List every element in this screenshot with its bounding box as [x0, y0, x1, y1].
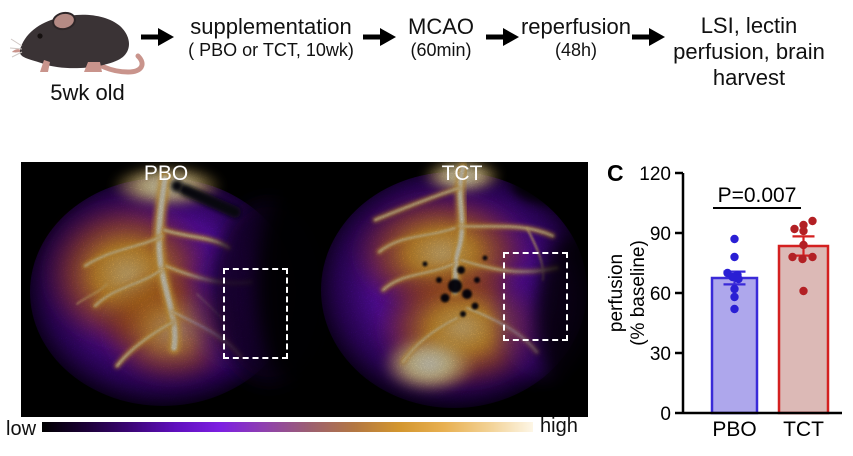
brain-perfusion-images: [21, 158, 615, 412]
mouse-icon: [10, 11, 145, 75]
svg-text:120: 120: [639, 164, 671, 185]
step-sub-text: (48h): [554, 40, 598, 60]
endpoint-line: LSI, lectin: [700, 13, 798, 38]
step-mcao: MCAO (60min): [398, 14, 484, 61]
colorbar: [42, 422, 533, 432]
svg-text:0: 0: [660, 404, 671, 425]
x-axis-label-tct: TCT: [783, 418, 824, 441]
arrow-right-icon: [363, 28, 396, 46]
step-endpoint: LSI, lectin perfusion, brain harvest: [660, 13, 838, 91]
colorbar-high-label: high: [540, 415, 578, 437]
arrow-right-icon: [486, 28, 519, 46]
lsi-panel: PBO TCT: [21, 158, 615, 417]
roi-box-pbo: [223, 268, 288, 359]
colorbar-low-label: low: [6, 418, 37, 440]
step-sub-text: ( PBO or TCT, 10wk): [188, 40, 354, 60]
x-axis-label-pbo: PBO: [712, 418, 756, 441]
step-supplementation: supplementation ( PBO or TCT, 10wk): [178, 14, 364, 61]
significance-annotation: P=0.007: [718, 184, 797, 207]
y-axis-title-line1: perfusion: [606, 254, 627, 332]
step-reperfusion: reperfusion (48h): [514, 14, 638, 61]
step-main-text: reperfusion: [520, 14, 632, 39]
step-sub-text: (60min): [410, 40, 472, 60]
endpoint-line: perfusion, brain: [673, 39, 825, 64]
svg-text:30: 30: [650, 344, 671, 365]
chart-plot-area: 0 30 60 90 120: [639, 164, 842, 425]
step-main-text: supplementation: [190, 14, 352, 39]
svg-text:60: 60: [650, 284, 671, 305]
roi-box-tct: [503, 252, 568, 341]
step-main-text: MCAO: [408, 14, 474, 39]
endpoint-line: harvest: [712, 65, 786, 90]
image-label-tct: TCT: [441, 162, 483, 185]
arrow-right-icon: [141, 28, 174, 46]
perfusion-chart: 0 30 60 90 120 C perfusion (% baseline) P=0.…: [606, 160, 842, 441]
image-label-pbo: PBO: [143, 162, 189, 185]
y-axis-title-line2: (% baseline): [628, 240, 649, 346]
svg-text:90: 90: [650, 224, 671, 245]
panel-label: C: [607, 160, 624, 186]
mouse-age-label: 5wk old: [50, 80, 125, 105]
arrow-right-icon: [632, 28, 665, 46]
brain-image-pbo: [21, 162, 341, 412]
